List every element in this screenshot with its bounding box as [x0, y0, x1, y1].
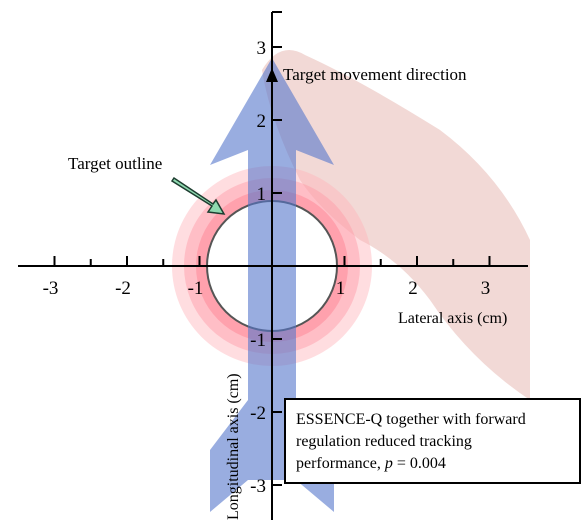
note-text: p [384, 455, 393, 472]
x-tick-label: -2 [115, 278, 131, 299]
note-line: ESSENCE-Q together with forward [296, 411, 526, 428]
movement-label: Target movement direction [283, 65, 467, 84]
x-axis-label: Lateral axis (cm) [398, 310, 507, 327]
y-tick-label: 3 [257, 38, 267, 59]
note-text: = 0.004 [393, 455, 446, 472]
y-tick-label: 1 [257, 184, 267, 205]
x-tick-label: -3 [43, 278, 59, 299]
note-line: performance, p = 0.004 [296, 455, 446, 472]
y-axis-label: Longitudinal axis (cm) [225, 373, 242, 520]
note-text: performance, [296, 455, 385, 472]
y-tick-label: 2 [257, 111, 267, 132]
y-tick-label: -1 [250, 330, 266, 351]
x-tick-label: -1 [188, 278, 204, 299]
note-line: regulation reduced tracking [296, 433, 472, 450]
x-tick-label: 2 [408, 278, 418, 299]
y-tick-label: -3 [250, 476, 266, 497]
figure: -3 -2 -1 1 2 3 3 2 1 -1 -2 -3 Target movement direc… [0, 0, 584, 520]
x-tick-label: 1 [336, 278, 346, 299]
y-tick-label: -2 [250, 403, 266, 424]
outline-label: Target outline [68, 154, 162, 173]
x-tick-label: 3 [481, 278, 491, 299]
